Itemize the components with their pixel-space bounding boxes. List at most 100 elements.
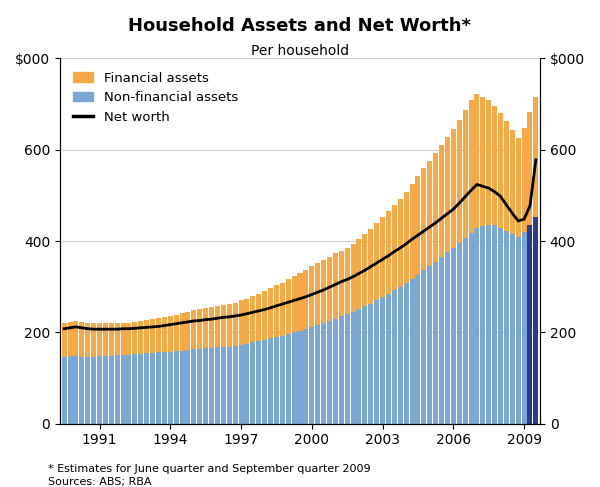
Bar	[374, 223, 379, 300]
Bar	[280, 282, 285, 336]
Bar	[268, 288, 273, 338]
Bar	[498, 228, 503, 424]
Bar	[469, 233, 473, 424]
Bar	[350, 312, 356, 424]
Bar	[144, 354, 149, 424]
Bar	[433, 153, 438, 262]
Bar	[256, 294, 261, 341]
Bar	[250, 296, 256, 342]
Bar	[492, 106, 497, 225]
Bar	[68, 322, 73, 356]
Bar	[415, 176, 421, 275]
Bar	[504, 231, 509, 424]
Bar	[268, 338, 273, 424]
Bar	[445, 252, 450, 424]
Bar	[215, 347, 220, 424]
Bar	[168, 316, 173, 352]
Bar	[109, 323, 114, 356]
Bar	[121, 323, 125, 355]
Bar	[433, 262, 438, 424]
Text: Household Assets and Net Worth*: Household Assets and Net Worth*	[128, 17, 472, 35]
Bar	[521, 128, 527, 232]
Bar	[227, 347, 232, 424]
Bar	[344, 314, 350, 424]
Bar	[262, 340, 267, 424]
Bar	[286, 279, 291, 334]
Bar	[292, 332, 296, 424]
Bar	[73, 321, 79, 356]
Bar	[415, 275, 421, 424]
Bar	[321, 323, 326, 424]
Bar	[451, 248, 456, 424]
Bar	[380, 297, 385, 424]
Bar	[91, 356, 96, 424]
Bar	[127, 323, 131, 355]
Bar	[492, 225, 497, 424]
Bar	[162, 352, 167, 424]
Bar	[475, 94, 479, 228]
Bar	[280, 336, 285, 424]
Bar	[79, 322, 85, 356]
Bar	[498, 113, 503, 228]
Bar	[274, 285, 279, 337]
Bar	[398, 199, 403, 287]
Bar	[244, 344, 250, 424]
Bar	[362, 306, 367, 424]
Bar	[168, 352, 173, 424]
Bar	[68, 356, 73, 424]
Bar	[298, 273, 302, 331]
Bar	[386, 211, 391, 294]
Bar	[292, 276, 296, 332]
Bar	[97, 323, 102, 356]
Bar	[173, 315, 179, 351]
Bar	[344, 248, 350, 314]
Bar	[321, 260, 326, 323]
Bar	[197, 349, 202, 424]
Bar	[410, 184, 415, 279]
Bar	[103, 356, 108, 424]
Bar	[173, 351, 179, 424]
Bar	[527, 225, 532, 424]
Bar	[304, 270, 308, 329]
Bar	[185, 350, 190, 424]
Bar	[504, 121, 509, 231]
Text: Per household: Per household	[251, 44, 349, 58]
Bar	[510, 234, 515, 424]
Bar	[85, 357, 90, 424]
Bar	[179, 313, 185, 351]
Bar	[510, 130, 515, 234]
Bar	[421, 270, 427, 424]
Bar	[286, 334, 291, 424]
Bar	[162, 318, 167, 352]
Bar	[380, 217, 385, 297]
Bar	[150, 319, 155, 353]
Bar	[115, 355, 120, 424]
Bar	[445, 137, 450, 252]
Bar	[91, 323, 96, 356]
Bar	[97, 356, 102, 424]
Bar	[179, 351, 185, 424]
Bar	[339, 251, 344, 317]
Bar	[315, 263, 320, 325]
Bar	[333, 318, 338, 424]
Bar	[362, 234, 367, 306]
Bar	[392, 205, 397, 290]
Text: * Estimates for June quarter and September quarter 2009: * Estimates for June quarter and Septemb…	[48, 464, 371, 474]
Bar	[203, 348, 208, 424]
Bar	[457, 243, 462, 424]
Bar	[203, 308, 208, 348]
Bar	[298, 331, 302, 424]
Bar	[62, 323, 67, 356]
Bar	[475, 228, 479, 424]
Bar	[398, 287, 403, 424]
Bar	[469, 100, 473, 233]
Bar	[156, 318, 161, 353]
Bar	[421, 168, 427, 270]
Bar	[315, 325, 320, 424]
Bar	[233, 346, 238, 424]
Legend: Financial assets, Non-financial assets, Net worth: Financial assets, Non-financial assets, …	[67, 65, 244, 131]
Bar	[404, 283, 409, 424]
Bar	[309, 327, 314, 424]
Bar	[62, 356, 67, 424]
Bar	[439, 145, 444, 257]
